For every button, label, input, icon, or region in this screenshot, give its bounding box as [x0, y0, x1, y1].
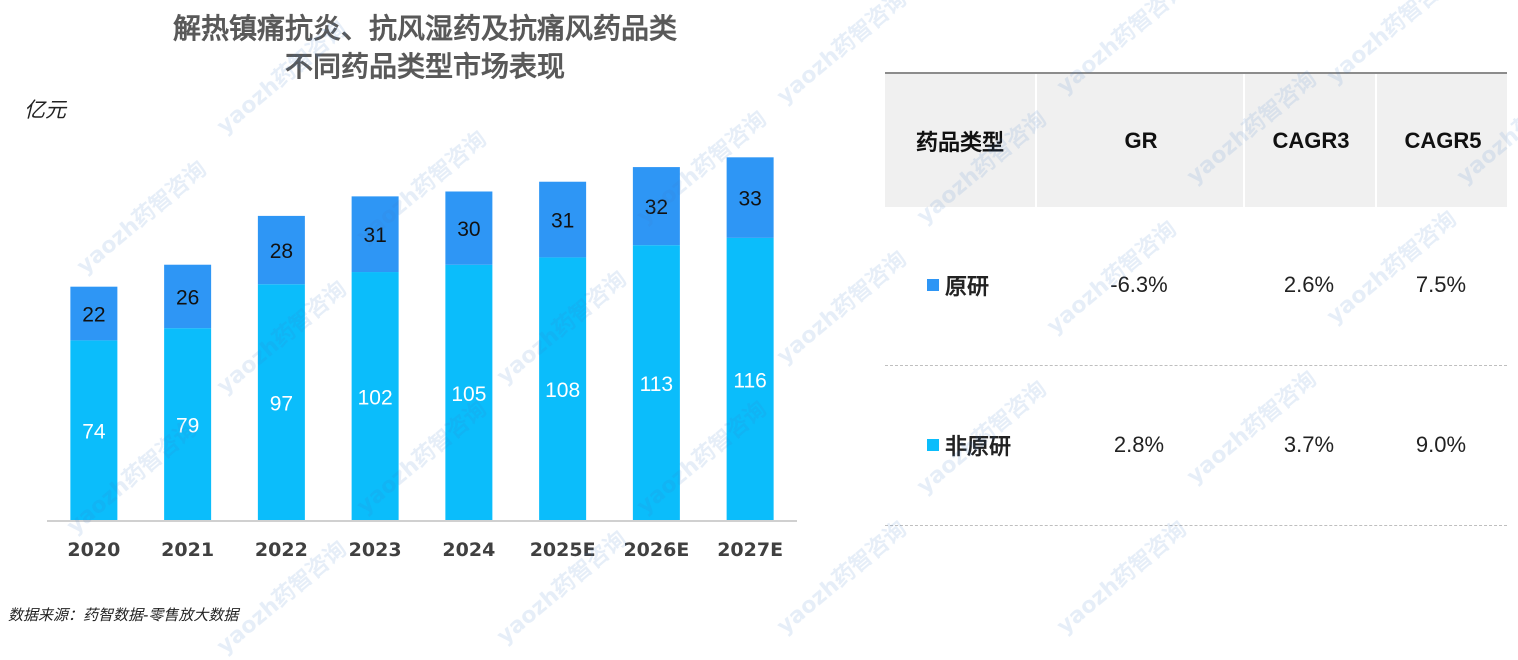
- data-label-original: 31: [551, 210, 574, 233]
- growth-table: 药品类型 GR CAGR3 CAGR5 原研 -6.3% 2.6% 7.5% 非…: [885, 72, 1507, 528]
- bar-generic: [726, 237, 774, 522]
- data-label-generic: 116: [733, 369, 766, 392]
- watermark: yaozh药智咨询: [1052, 516, 1192, 640]
- x-tick-label: 2027E: [717, 539, 783, 561]
- bar-generic: [351, 272, 399, 521]
- data-label-original: 28: [270, 240, 293, 263]
- bar-original: [351, 196, 399, 273]
- x-tick-label: 2020: [67, 539, 120, 561]
- x-tick-label: 2022: [255, 539, 308, 561]
- data-label-original: 22: [82, 304, 105, 327]
- row-label-text: 非原研: [945, 435, 1012, 460]
- data-source: 数据来源：药智数据-零售放大数据: [8, 606, 239, 624]
- table-header: 药品类型 GR CAGR3 CAGR5: [885, 72, 1507, 207]
- data-label-generic: 108: [545, 379, 580, 402]
- x-tick-label: 2026E: [623, 539, 689, 561]
- bar-original: [164, 264, 212, 329]
- data-label-original: 26: [176, 286, 199, 309]
- x-tick-label: 2025E: [530, 539, 596, 561]
- cell-cagr3: 3.7%: [1283, 432, 1335, 457]
- bar-generic: [539, 257, 587, 521]
- x-tick-label: 2024: [442, 539, 495, 561]
- chart-title: 解热镇痛抗炎、抗风湿药及抗痛风药品类 不同药品类型市场表现: [60, 10, 790, 86]
- bar-original: [632, 167, 680, 246]
- header-cagr3: CAGR3: [1243, 74, 1377, 207]
- data-label-generic: 113: [640, 373, 673, 396]
- bar-original: [70, 286, 118, 341]
- bar-original: [726, 157, 774, 238]
- bar-original: [257, 215, 305, 285]
- stacked-bar-chart: 74 22 2020 79 26 2021 97 28 2022 102 31 2023 105 30 20…: [47, 157, 797, 561]
- legend-swatch-original: [927, 279, 939, 291]
- data-label-generic: 97: [270, 393, 293, 416]
- header-type: 药品类型: [915, 129, 1004, 155]
- bar-original: [539, 181, 587, 258]
- title-line-1: 解热镇痛抗炎、抗风湿药及抗痛风药品类: [172, 12, 677, 45]
- cell-cagr3: 2.6%: [1283, 272, 1335, 297]
- cell-gr: 2.8%: [1113, 432, 1165, 457]
- cell-cagr5: 9.0%: [1415, 432, 1467, 457]
- row-label: 原研: [885, 205, 1077, 365]
- table-row: 非原研 2.8% 3.7% 9.0%: [885, 365, 1507, 526]
- x-tick-label: 2021: [161, 539, 214, 561]
- row-label: 非原研: [885, 365, 1077, 525]
- data-label-generic: 74: [82, 421, 106, 444]
- data-label-original: 32: [645, 196, 668, 219]
- data-label-generic: 105: [451, 383, 486, 406]
- bar-generic: [70, 340, 118, 521]
- data-label-generic: 79: [176, 415, 199, 438]
- data-label-generic: 102: [358, 387, 393, 410]
- x-tick-label: 2023: [349, 539, 402, 561]
- data-label-original: 33: [738, 188, 761, 211]
- data-label-original: 30: [457, 218, 480, 241]
- data-label-original: 31: [363, 224, 386, 247]
- bar-generic: [257, 284, 305, 521]
- cell-cagr5: 7.5%: [1415, 272, 1467, 297]
- header-cagr5: CAGR5: [1375, 74, 1509, 207]
- unit-label: 亿元: [24, 98, 66, 122]
- table-row: 原研 -6.3% 2.6% 7.5%: [885, 205, 1507, 366]
- bar-generic: [164, 328, 212, 521]
- header-gr: GR: [1035, 74, 1245, 207]
- title-line-2: 不同药品类型市场表现: [284, 50, 565, 83]
- legend-swatch-generic: [927, 439, 939, 451]
- bar-generic: [632, 245, 680, 521]
- row-label-text: 原研: [945, 275, 990, 300]
- bar-original: [445, 191, 493, 265]
- bar-generic: [445, 264, 493, 521]
- cell-gr: -6.3%: [1110, 272, 1168, 297]
